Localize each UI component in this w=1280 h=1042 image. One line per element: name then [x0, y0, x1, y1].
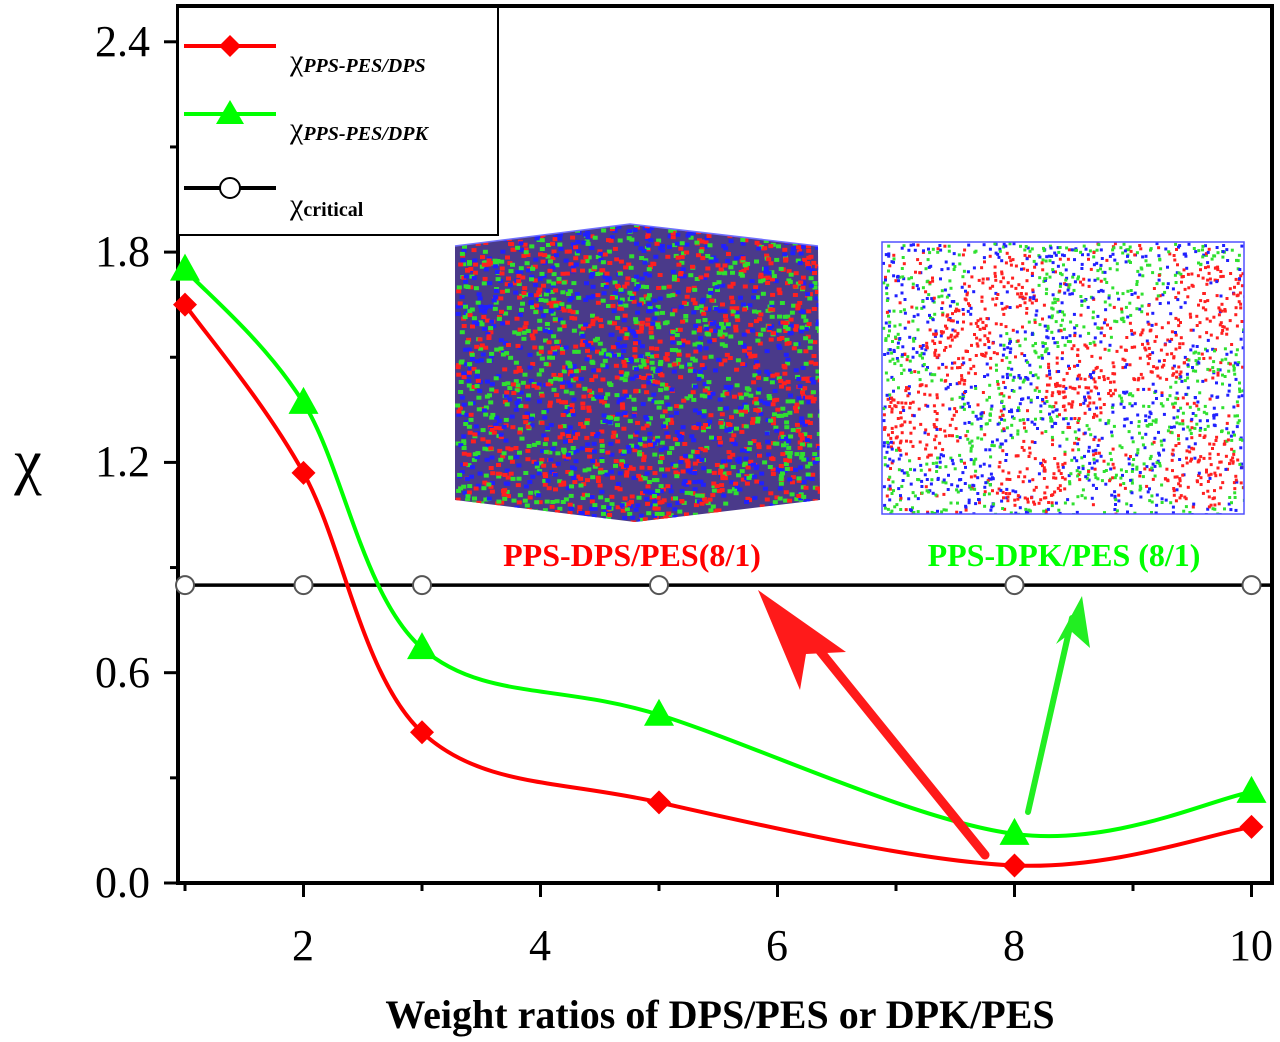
data-point-dpk [999, 817, 1030, 845]
data-point-critical [1004, 575, 1025, 596]
y-tick-label: 2.4 [95, 17, 150, 66]
data-point-dpk [407, 632, 437, 660]
y-tick-labels: 0.0 0.6 1.2 1.8 2.4 [95, 17, 150, 907]
y-tick-label: 1.2 [95, 437, 150, 486]
data-point-dpk [644, 698, 674, 726]
legend-sub-critical: critical [303, 199, 363, 221]
inset-image-dps [454, 223, 820, 522]
series-layer [170, 253, 1272, 878]
data-point-critical [175, 575, 195, 596]
data-point-dpk [288, 386, 319, 414]
legend-item-dpk: χPPS-PES/DPK [184, 100, 429, 145]
inset-caption-dps: PPS-DPS/PES(8/1) [503, 537, 761, 573]
legend-chi: χ [289, 112, 304, 145]
data-point-dps [291, 460, 316, 485]
x-tick-label: 4 [529, 921, 551, 970]
y-tick-label: 0.0 [95, 858, 150, 907]
x-axis-title: Weight ratios of DPS/PES or DPK/PES [385, 992, 1054, 1037]
legend-item-critical: χcritical [184, 177, 364, 221]
x-tick-labels: 2 4 6 8 10 [292, 921, 1273, 970]
arrow-to-dpk-inset [1025, 596, 1090, 815]
y-axis-title: χ [13, 428, 42, 496]
legend-item-dps: χPPS-PES/DPS [184, 35, 426, 77]
legend: χPPS-PES/DPS χPPS-PES/DPK χcritical [177, 6, 499, 236]
plot-frame [176, 4, 1274, 885]
y-tick-label: 1.8 [95, 227, 150, 276]
data-point-critical [293, 575, 314, 596]
data-point-critical [1241, 575, 1262, 596]
data-point-critical [412, 575, 432, 596]
data-point-dpk [170, 253, 200, 281]
inset-caption-dpk: PPS-DPK/PES (8/1) [928, 537, 1201, 573]
data-point-dpk [1236, 775, 1267, 803]
y-axis-ticks [164, 40, 178, 885]
data-point-dps [1239, 814, 1264, 839]
legend-sub-dps: PPS-PES/DPS [302, 55, 425, 77]
data-point-dps [173, 292, 197, 317]
x-axis-ticks [183, 883, 1253, 897]
y-tick-label: 0.6 [95, 648, 150, 697]
x-tick-label: 6 [766, 921, 788, 970]
inset-image-dpk [881, 241, 1245, 515]
legend-chi: χ [289, 188, 304, 221]
legend-sub-dpk: PPS-PES/DPK [302, 123, 429, 145]
arrow-to-dps-inset [758, 590, 990, 860]
data-point-dps [1002, 853, 1027, 878]
data-point-dps [410, 720, 434, 745]
data-point-critical [649, 575, 669, 596]
x-tick-label: 2 [292, 921, 314, 970]
data-point-dps [647, 790, 671, 815]
legend-chi: χ [289, 44, 304, 77]
x-tick-label: 10 [1229, 921, 1273, 970]
x-tick-label: 8 [1003, 921, 1025, 970]
